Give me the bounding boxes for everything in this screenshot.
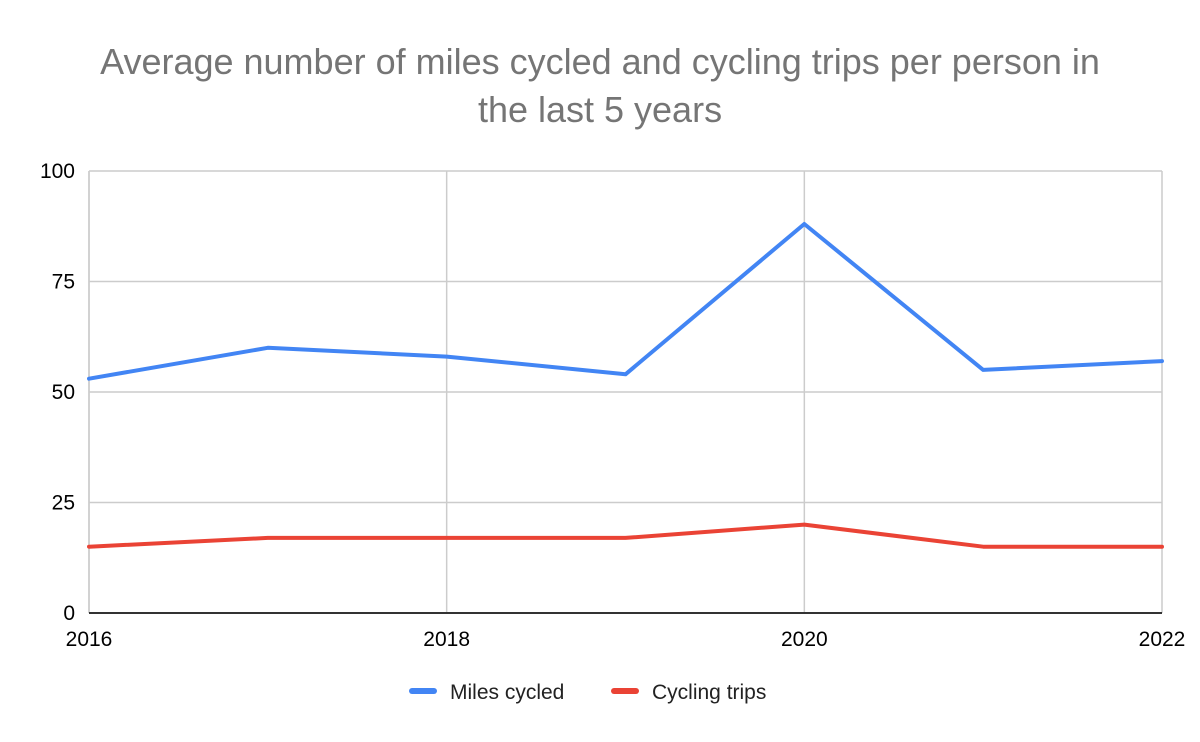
chart-title: Average number of miles cycled and cycli… bbox=[100, 41, 1100, 130]
x-tick-label: 2022 bbox=[1139, 628, 1186, 651]
legend-item: Cycling trips bbox=[611, 681, 766, 704]
y-tick-label: 25 bbox=[52, 492, 75, 515]
series-miles-cycled bbox=[87, 222, 1164, 381]
y-tick-label: 0 bbox=[63, 602, 75, 625]
chart-title-line-1: Average number of miles cycled and cycli… bbox=[100, 41, 1100, 82]
y-tick-label: 50 bbox=[52, 381, 75, 404]
x-tick-label: 2016 bbox=[66, 628, 113, 651]
legend-item: Miles cycled bbox=[409, 681, 564, 704]
legend: Miles cycled Cycling trips bbox=[409, 681, 766, 704]
x-tick-label: 2018 bbox=[423, 628, 470, 651]
chart-title-line-2: the last 5 years bbox=[478, 89, 722, 130]
y-tick-label: 75 bbox=[52, 271, 75, 294]
x-tick-label: 2020 bbox=[781, 628, 828, 651]
y-tick-label: 100 bbox=[40, 160, 75, 183]
series-lines bbox=[87, 222, 1164, 549]
series-cycling-trips bbox=[87, 522, 1164, 549]
legend-label: Cycling trips bbox=[652, 681, 766, 704]
legend-label: Miles cycled bbox=[450, 681, 564, 704]
series-line bbox=[87, 522, 1164, 549]
axes bbox=[88, 171, 1162, 614]
series-line bbox=[87, 222, 1164, 381]
tick-labels: 0 25 50 75 100 2016 2018 2020 2022 bbox=[40, 160, 1185, 651]
